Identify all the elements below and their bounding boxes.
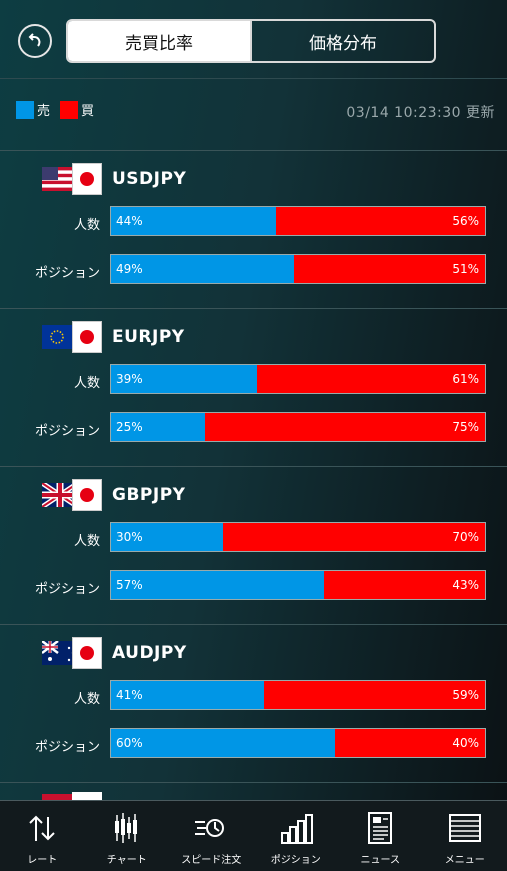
buy-segment: 59% xyxy=(264,681,485,709)
sell-percent: 49% xyxy=(116,262,143,276)
sell-color-swatch xyxy=(16,101,34,119)
tab-position[interactable]: ポジション xyxy=(254,801,339,871)
sell-percent: 39% xyxy=(116,372,143,386)
rate-arrows-icon xyxy=(24,811,60,845)
bottom-tab-bar: レート チャート スピード注文 ポジション xyxy=(0,800,507,871)
buy-legend-label: 買 xyxy=(81,100,94,119)
tab-label: チャート xyxy=(107,851,147,866)
people-ratio-bar: 44% 56% xyxy=(110,206,486,236)
buy-percent: 51% xyxy=(452,262,479,276)
people-label: 人数 xyxy=(2,372,100,391)
buy-percent: 43% xyxy=(452,578,479,592)
sell-percent: 41% xyxy=(116,688,143,702)
tab-label: スピード注文 xyxy=(181,851,241,866)
sell-segment: 60% xyxy=(111,729,335,757)
buy-segment: 40% xyxy=(335,729,485,757)
buy-percent: 40% xyxy=(452,736,479,750)
sell-segment: 41% xyxy=(111,681,264,709)
tab-speed-order[interactable]: スピード注文 xyxy=(169,801,254,871)
sell-percent: 44% xyxy=(116,214,143,228)
buy-segment: 43% xyxy=(324,571,485,599)
bar-chart-icon xyxy=(278,811,314,845)
people-ratio-bar: 41% 59% xyxy=(110,680,486,710)
sell-segment: 49% xyxy=(111,255,294,283)
buy-segment: 51% xyxy=(294,255,485,283)
people-ratio-bar: 30% 70% xyxy=(110,522,486,552)
position-label: ポジション xyxy=(2,262,100,281)
sell-percent: 25% xyxy=(116,420,143,434)
sell-percent: 30% xyxy=(116,530,143,544)
people-label: 人数 xyxy=(2,214,100,233)
tab-trade-ratio[interactable]: 売買比率 xyxy=(68,21,250,61)
people-label: 人数 xyxy=(2,688,100,707)
pair-eurjpy: EURJPY 人数 39% 61% ポジション 25% 75% xyxy=(0,309,507,467)
buy-segment: 75% xyxy=(205,413,486,441)
updated-timestamp: 03/14 10:23:30 更新 xyxy=(346,102,495,122)
buy-percent: 75% xyxy=(452,420,479,434)
people-label: 人数 xyxy=(2,530,100,549)
sell-percent: 60% xyxy=(116,736,143,750)
pair-name: GBPJPY xyxy=(112,485,185,505)
pair-name: USDJPY xyxy=(112,169,186,189)
buy-percent: 61% xyxy=(452,372,479,386)
buy-percent: 56% xyxy=(452,214,479,228)
buy-color-swatch xyxy=(60,101,78,119)
tab-rate[interactable]: レート xyxy=(0,801,85,871)
buy-segment: 70% xyxy=(223,523,485,551)
sell-legend-label: 売 xyxy=(37,100,50,119)
sell-segment: 57% xyxy=(111,571,324,599)
pair-usdjpy: USDJPY 人数 44% 56% ポジション 49% 51% xyxy=(0,151,507,309)
jp-flag-icon xyxy=(72,163,102,195)
legend-row: 売 買 03/14 10:23:30 更新 xyxy=(0,92,507,130)
undo-arrow-icon xyxy=(26,32,44,50)
flag-pair xyxy=(42,637,102,669)
back-button[interactable] xyxy=(18,24,52,58)
position-label: ポジション xyxy=(2,736,100,755)
sell-segment: 30% xyxy=(111,523,223,551)
view-segmented-control: 売買比率 価格分布 xyxy=(66,19,436,63)
position-ratio-bar: 25% 75% xyxy=(110,412,486,442)
position-ratio-bar: 60% 40% xyxy=(110,728,486,758)
pair-name: EURJPY xyxy=(112,327,185,347)
buy-segment: 56% xyxy=(276,207,485,235)
sell-segment: 39% xyxy=(111,365,257,393)
tab-label: レート xyxy=(27,851,57,866)
tab-price-distribution[interactable]: 価格分布 xyxy=(250,21,434,61)
position-label: ポジション xyxy=(2,420,100,439)
sell-percent: 57% xyxy=(116,578,143,592)
pair-name: AUDJPY xyxy=(112,643,187,663)
flag-pair xyxy=(42,163,102,195)
partial-flags-icon xyxy=(0,784,102,800)
tab-label: メニュー xyxy=(445,851,485,866)
pair-gbpjpy: GBPJPY 人数 30% 70% ポジション 57% 43% xyxy=(0,467,507,625)
position-label: ポジション xyxy=(2,578,100,597)
menu-icon xyxy=(447,811,483,845)
tab-menu[interactable]: メニュー xyxy=(423,801,507,871)
tab-label: ポジション xyxy=(271,851,321,866)
jp-flag-icon xyxy=(72,637,102,669)
buy-percent: 70% xyxy=(452,530,479,544)
buy-segment: 61% xyxy=(257,365,485,393)
flag-pair xyxy=(42,479,102,511)
jp-flag-icon xyxy=(72,321,102,353)
divider xyxy=(0,782,507,783)
jp-flag-icon xyxy=(72,479,102,511)
next-pair-partial xyxy=(0,784,507,800)
news-icon xyxy=(362,811,398,845)
speed-order-icon xyxy=(193,811,229,845)
tab-chart[interactable]: チャート xyxy=(85,801,170,871)
position-ratio-bar: 49% 51% xyxy=(110,254,486,284)
sell-segment: 44% xyxy=(111,207,276,235)
position-ratio-bar: 57% 43% xyxy=(110,570,486,600)
people-ratio-bar: 39% 61% xyxy=(110,364,486,394)
flag-pair xyxy=(42,321,102,353)
candlestick-chart-icon xyxy=(109,811,145,845)
buy-percent: 59% xyxy=(452,688,479,702)
tab-news[interactable]: ニュース xyxy=(338,801,423,871)
pair-audjpy: AUDJPY 人数 41% 59% ポジション 60% 40% xyxy=(0,625,507,783)
tab-label: ニュース xyxy=(361,851,401,866)
sell-segment: 25% xyxy=(111,413,205,441)
header: 売買比率 価格分布 xyxy=(0,0,507,79)
